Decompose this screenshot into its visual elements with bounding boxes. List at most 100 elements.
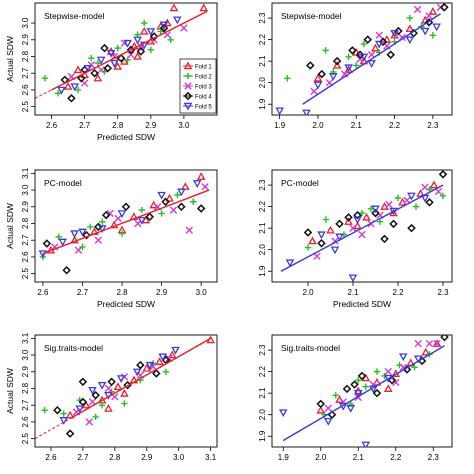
data-point-fold-4: [438, 170, 448, 179]
data-point-fold-1: [362, 212, 371, 221]
data-point-fold-2: [147, 46, 155, 54]
data-point-fold-2: [362, 383, 369, 390]
data-point-fold-4: [196, 204, 206, 213]
data-point-fold-3: [114, 214, 122, 223]
data-point-fold-2: [94, 59, 102, 67]
x-tick-label: 2.0: [302, 288, 314, 297]
data-point-fold-4: [149, 32, 159, 41]
data-point-fold-4: [389, 219, 398, 229]
x-tick-label: 2.7: [77, 453, 89, 462]
data-point-fold-2: [322, 47, 329, 54]
x-tick-label: 3.1: [205, 453, 217, 462]
data-point-fold-4: [100, 43, 109, 53]
y-tick-label: 2.0: [258, 409, 267, 421]
y-tick-label: 2.2: [258, 366, 267, 378]
y-tick-label: 3.0: [21, 184, 30, 196]
legend-label: Fold 3: [195, 85, 212, 91]
data-point-fold-1: [199, 3, 209, 12]
data-point-fold-5: [353, 216, 362, 225]
data-point-fold-4: [90, 68, 99, 78]
data-point-fold-3: [310, 87, 318, 96]
data-point-fold-3: [375, 31, 383, 40]
data-point-fold-1: [429, 180, 439, 189]
data-point-fold-2: [60, 410, 67, 417]
data-point-fold-5: [57, 86, 66, 95]
data-point-fold-1: [93, 73, 103, 82]
data-point-fold-5: [285, 259, 295, 268]
chart-panel-5: 2.6 2.7 2.8 2.9 3.0 3.1 2.5 2.6 2.7 2.8 2.9 3.0 3.1 A…: [5, 332, 218, 462]
data-point-fold-5: [317, 231, 326, 240]
data-point-fold-2: [79, 243, 86, 251]
data-point-fold-1: [113, 382, 123, 391]
data-point-fold-2: [284, 75, 291, 82]
legend-marker-fold-4: [183, 91, 193, 101]
data-point-fold-4: [77, 73, 86, 83]
data-point-fold-3: [169, 206, 178, 214]
y-tick-label: 2.0: [258, 77, 267, 89]
data-point-fold-1: [308, 236, 317, 245]
data-point-fold-5: [158, 353, 168, 362]
data-point-fold-4: [78, 377, 88, 387]
data-point-fold-3: [403, 196, 411, 204]
y-tick-label: 2.5: [21, 268, 30, 280]
data-point-fold-1: [316, 405, 326, 414]
plot-area: [275, 3, 449, 115]
data-point-fold-2: [121, 400, 128, 407]
data-point-fold-5: [117, 210, 127, 219]
y-tick-label: 2.9: [21, 34, 30, 46]
data-point-fold-4: [332, 56, 342, 66]
data-point-fold-5: [139, 41, 149, 50]
y-tick-label: 2.3: [258, 179, 267, 191]
data-point-fold-2: [411, 364, 418, 371]
data-point-fold-5: [110, 59, 119, 68]
data-point-fold-2: [406, 14, 414, 22]
plot-frame: [271, 334, 453, 448]
data-point-fold-5: [353, 389, 363, 398]
x-tick-label: 2.2: [389, 121, 401, 130]
legend-marker-fold-5: [183, 102, 193, 111]
x-tick-label: 2.2: [390, 453, 402, 462]
data-point-fold-2: [41, 407, 48, 414]
plot-area: [278, 335, 449, 447]
data-point-fold-5: [106, 49, 116, 58]
data-point-fold-2: [322, 216, 330, 223]
data-point-fold-3: [434, 187, 443, 196]
legend-marker-fold-3: [184, 82, 192, 90]
y-tick-label: 2.1: [258, 55, 267, 67]
data-point-fold-5: [38, 250, 48, 259]
data-point-fold-4: [101, 210, 111, 220]
data-point-fold-5: [390, 29, 399, 38]
data-point-fold-4: [121, 202, 131, 212]
data-point-fold-1: [165, 193, 174, 202]
data-point-fold-5: [177, 188, 186, 197]
data-point-fold-5: [97, 381, 107, 390]
y-tick-label: 2.8: [21, 50, 30, 62]
data-point-fold-4: [116, 53, 126, 63]
chart-panel-2: 1.9 2.0 2.1 2.2 2.3 1.9 2.0 2.1 2.2 2.3 Stepwise-m…: [258, 2, 453, 130]
data-point-fold-3: [425, 339, 434, 348]
panel-title: Sig.traits-model: [44, 343, 103, 353]
data-point-fold-4: [177, 202, 186, 212]
data-point-fold-3: [97, 66, 105, 74]
data-point-fold-2: [74, 86, 82, 94]
data-point-fold-4: [440, 3, 449, 12]
x-axis-label: Predicted SDW: [333, 299, 391, 309]
data-point-fold-5: [97, 225, 107, 234]
data-point-fold-1: [398, 197, 407, 206]
data-point-fold-5: [59, 417, 69, 425]
data-point-fold-4: [386, 50, 395, 59]
data-point-fold-1: [70, 235, 79, 244]
data-point-fold-1: [167, 350, 177, 359]
data-point-fold-4: [316, 399, 326, 409]
data-point-fold-1: [113, 61, 123, 70]
x-tick-label: 2.1: [347, 288, 359, 297]
y-tick-label: 2.3: [258, 12, 267, 24]
data-point-fold-4: [161, 197, 170, 207]
x-tick-label: 3.0: [196, 288, 208, 297]
data-point-fold-5: [371, 205, 380, 214]
x-tick-label: 2.7: [79, 121, 91, 130]
data-point-fold-2: [118, 230, 126, 237]
data-point-fold-4: [440, 335, 449, 342]
data-point-fold-5: [344, 64, 353, 73]
